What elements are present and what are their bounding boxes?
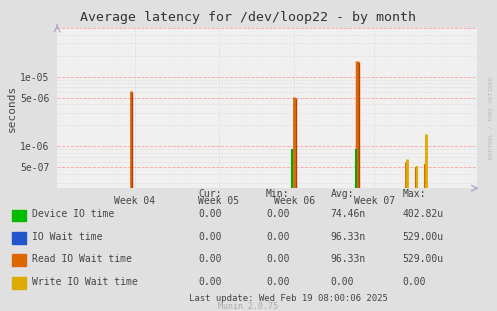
- Text: 529.00u: 529.00u: [403, 232, 444, 242]
- Text: 0.00: 0.00: [199, 254, 222, 264]
- Text: 0.00: 0.00: [403, 276, 426, 286]
- Text: 0.00: 0.00: [266, 276, 289, 286]
- Text: 96.33n: 96.33n: [331, 232, 366, 242]
- Text: IO Wait time: IO Wait time: [32, 232, 103, 242]
- Text: Min:: Min:: [266, 189, 289, 199]
- Text: 96.33n: 96.33n: [331, 254, 366, 264]
- Text: 0.00: 0.00: [266, 254, 289, 264]
- Text: Avg:: Avg:: [331, 189, 354, 199]
- Text: Cur:: Cur:: [199, 189, 222, 199]
- Text: Last update: Wed Feb 19 08:00:06 2025: Last update: Wed Feb 19 08:00:06 2025: [189, 294, 388, 303]
- Text: 0.00: 0.00: [199, 232, 222, 242]
- Text: 529.00u: 529.00u: [403, 254, 444, 264]
- Y-axis label: seconds: seconds: [7, 85, 17, 132]
- Text: 74.46n: 74.46n: [331, 209, 366, 219]
- Text: Average latency for /dev/loop22 - by month: Average latency for /dev/loop22 - by mon…: [81, 11, 416, 24]
- Text: RRDTOOL / TOBI OETIKER: RRDTOOL / TOBI OETIKER: [488, 77, 493, 160]
- Text: 0.00: 0.00: [331, 276, 354, 286]
- Text: 0.00: 0.00: [266, 209, 289, 219]
- Text: 0.00: 0.00: [199, 276, 222, 286]
- Text: 402.82u: 402.82u: [403, 209, 444, 219]
- Text: 0.00: 0.00: [199, 209, 222, 219]
- Text: Device IO time: Device IO time: [32, 209, 114, 219]
- Text: Munin 2.0.75: Munin 2.0.75: [219, 301, 278, 310]
- Text: Write IO Wait time: Write IO Wait time: [32, 276, 138, 286]
- Text: 0.00: 0.00: [266, 232, 289, 242]
- Text: Max:: Max:: [403, 189, 426, 199]
- Text: Read IO Wait time: Read IO Wait time: [32, 254, 132, 264]
